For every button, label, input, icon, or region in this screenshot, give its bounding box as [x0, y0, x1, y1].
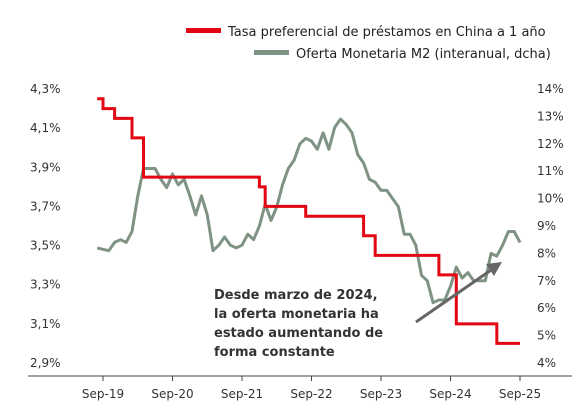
y-axis-right: 14% 13% 12% 11% 10% 9% 8% 7% 6% 5% 4% — [537, 82, 564, 370]
y-left-tick-label: 3,3% — [30, 278, 61, 292]
annotation-line-2: la oferta monetaria ha — [214, 307, 379, 322]
y-right-tick-label: 4% — [537, 356, 556, 370]
y-left-tick-label: 3,5% — [30, 239, 61, 253]
y-left-tick-label: 3,1% — [30, 317, 61, 331]
annotation-line-1: Desde marzo de 2024, — [214, 288, 378, 303]
legend: Tasa preferencial de préstamos en China … — [186, 25, 551, 62]
y-right-tick-label: 11% — [537, 164, 564, 178]
legend-label-lpr: Tasa preferencial de préstamos en China … — [227, 25, 546, 40]
y-right-tick-label: 13% — [537, 109, 564, 123]
y-axis-left: 4,3% 4,1% 3,9% 3,7% 3,5% 3,3% 3,1% 2,9% — [30, 82, 61, 370]
annotation-line-3: estado aumentando de — [214, 326, 383, 341]
y-right-tick-label: 10% — [537, 192, 564, 206]
y-right-tick-label: 6% — [537, 301, 556, 315]
x-tick-label: Sep-25 — [499, 387, 541, 401]
trend-arrow-head — [486, 262, 502, 276]
x-axis: Sep-19 Sep-20 Sep-21 Sep-22 Sep-23 Sep-24 Sep-… — [28, 375, 572, 401]
x-tick-label: Sep-24 — [429, 387, 471, 401]
x-tick-label: Sep-21 — [221, 387, 263, 401]
legend-swatch-m2 — [254, 50, 289, 55]
x-tick-label: Sep-22 — [290, 387, 332, 401]
legend-label-m2: Oferta Monetaria M2 (interanual, dcha) — [296, 47, 551, 62]
trend-arrow-line — [415, 266, 495, 324]
y-left-tick-label: 4,3% — [30, 82, 61, 96]
y-right-tick-label: 9% — [537, 219, 556, 233]
y-right-tick-label: 7% — [537, 274, 556, 288]
series-lines — [96, 97, 522, 345]
x-tick-label: Sep-20 — [151, 387, 193, 401]
y-left-tick-label: 3,7% — [30, 199, 61, 213]
legend-swatch-lpr — [186, 28, 221, 33]
x-tick-label: Sep-19 — [82, 387, 124, 401]
y-right-tick-label: 5% — [537, 329, 556, 343]
y-left-tick-label: 4,1% — [30, 121, 61, 135]
series-line-m2 — [96, 117, 522, 305]
y-right-tick-label: 14% — [537, 82, 564, 96]
x-tick-label: Sep-23 — [360, 387, 402, 401]
series-line-lpr — [97, 97, 520, 345]
y-left-tick-label: 3,9% — [30, 160, 61, 174]
annotation-line-4: forma constante — [214, 345, 335, 360]
y-right-tick-label: 8% — [537, 246, 556, 260]
annotation: Desde marzo de 2024, la oferta monetaria… — [214, 262, 502, 360]
y-right-tick-label: 12% — [537, 137, 564, 151]
y-left-tick-label: 2,9% — [30, 356, 61, 370]
